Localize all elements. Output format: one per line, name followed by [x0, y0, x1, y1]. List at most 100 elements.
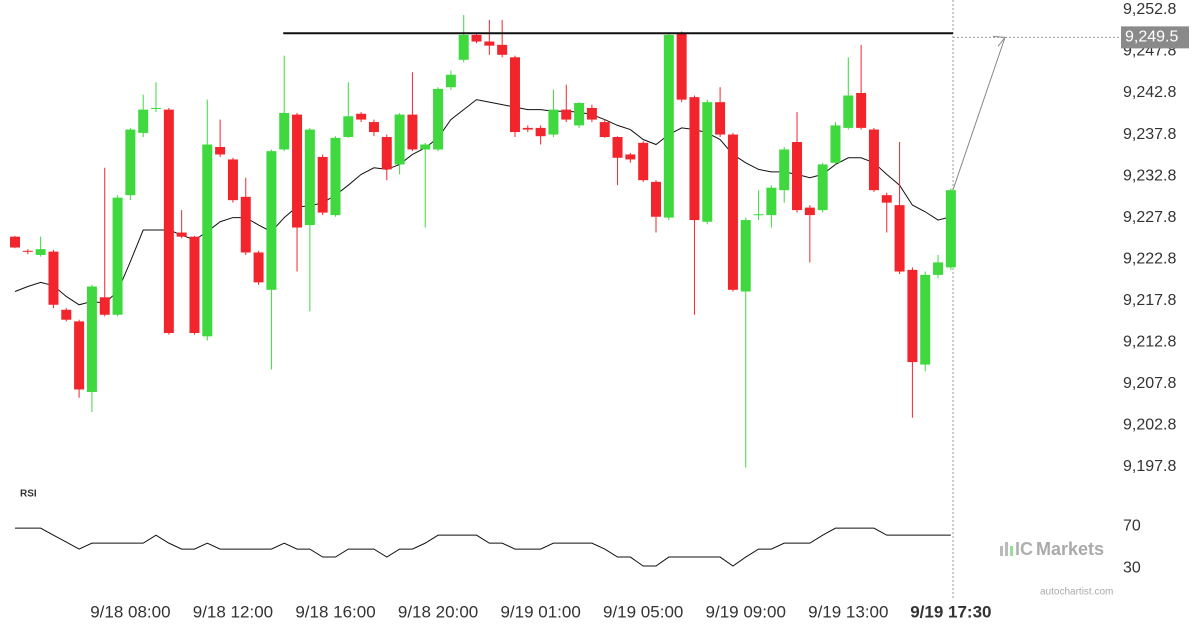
candle-body	[740, 220, 751, 292]
y-tick-label: 9,242.8	[1123, 84, 1176, 101]
candle-body	[151, 107, 162, 109]
x-tick-label: 9/19 01:00	[500, 602, 580, 621]
candle-body	[138, 109, 149, 133]
x-tick-label: 9/19 13:00	[808, 602, 888, 621]
candle-body	[420, 144, 431, 150]
logo: IC Markets	[1000, 539, 1104, 559]
y-tick-label: 70	[1123, 517, 1141, 534]
candle-body	[586, 107, 597, 120]
logo-name: Markets	[1036, 539, 1104, 559]
rsi-title: RSI	[20, 489, 37, 500]
forecast-arrowhead	[992, 35, 1006, 47]
candle-body	[638, 142, 649, 181]
y-tick-label: 9,222.8	[1123, 250, 1176, 267]
candle-body	[522, 127, 533, 130]
logo-bar	[1005, 542, 1008, 556]
candle-body	[189, 236, 200, 334]
candle-body	[381, 137, 392, 170]
y-tick-label: 9,212.8	[1123, 333, 1176, 350]
source: autochartist.com	[1040, 587, 1113, 598]
candle-body	[804, 207, 815, 216]
candle-body	[945, 190, 956, 268]
candle-body	[22, 250, 33, 252]
candle-body	[61, 309, 72, 320]
candle-body	[433, 88, 444, 150]
candle-body	[240, 196, 251, 253]
y-tick-label: 9,227.8	[1123, 209, 1176, 226]
candle-body	[920, 274, 931, 365]
candle-body	[933, 262, 944, 275]
candle-body	[881, 195, 892, 203]
candle-body	[509, 57, 520, 133]
candle-body	[651, 181, 661, 217]
candle-body	[10, 236, 20, 248]
x-tick-label: 9/18 08:00	[90, 602, 170, 621]
candle-body	[163, 109, 174, 334]
candle-body	[458, 34, 469, 60]
candle-body	[792, 142, 803, 211]
candle-body	[445, 74, 456, 88]
candle-body	[253, 252, 264, 283]
candle-body	[215, 146, 226, 155]
candle-body	[227, 159, 238, 201]
logo-bar	[1010, 546, 1013, 556]
candle-body	[304, 129, 315, 226]
candle-body	[99, 297, 110, 315]
candle-body	[394, 114, 405, 165]
candle-body	[356, 113, 367, 120]
candle-body	[894, 205, 905, 272]
candle-body	[599, 122, 610, 138]
candle-body	[48, 251, 59, 305]
candle-body	[779, 149, 790, 191]
moving-average	[14, 99, 951, 306]
candle-body	[330, 137, 341, 216]
candle-body	[663, 34, 674, 218]
candle-body	[535, 127, 546, 137]
candle-body	[689, 97, 700, 221]
candle-body	[407, 114, 418, 150]
y-tick-label: 9,237.8	[1123, 126, 1176, 143]
candle-body	[830, 125, 841, 163]
candle-body	[843, 95, 854, 128]
candle-body	[574, 102, 585, 126]
x-tick-label: 9/19 09:00	[706, 602, 786, 621]
x-tick-label: 9/19 05:00	[603, 602, 683, 621]
x-tick-label: 9/18 20:00	[398, 602, 478, 621]
candle-body	[856, 93, 867, 128]
candle-body	[266, 151, 277, 290]
candle-body	[202, 144, 213, 337]
y-tick-label: 9,197.8	[1123, 458, 1176, 475]
candle-body	[497, 44, 508, 55]
candle-body	[279, 112, 290, 150]
target-label-box	[1121, 26, 1189, 49]
x-tick-label: 9/18 16:00	[295, 602, 375, 621]
candle-body	[727, 134, 738, 290]
rsi-line	[15, 527, 951, 567]
candle-body	[766, 187, 777, 216]
forecast-arrow	[952, 37, 1006, 191]
candle-body	[125, 129, 136, 196]
candle-body	[561, 109, 572, 120]
candle-body	[35, 249, 46, 255]
y-tick-label: 9,217.8	[1123, 292, 1176, 309]
x-tick-label: 9/18 12:00	[193, 602, 273, 621]
logo-bar	[1000, 546, 1003, 556]
candle-body	[317, 156, 328, 213]
logo-prefix: IC	[1015, 539, 1033, 559]
candle-body	[625, 154, 636, 160]
candle-body	[817, 164, 828, 211]
candle-body	[702, 102, 713, 222]
candle-body	[112, 197, 123, 315]
candle-body	[484, 41, 495, 46]
candle-body	[176, 232, 187, 237]
candle-body	[74, 321, 85, 390]
candle-body	[868, 129, 879, 191]
y-tick-label: 9,232.8	[1123, 167, 1176, 184]
y-tick-label: 30	[1123, 559, 1141, 576]
candle-body	[471, 34, 482, 42]
y-tick-label: 9,252.8	[1123, 1, 1176, 18]
y-tick-label: 9,202.8	[1123, 416, 1176, 433]
candle-body	[548, 109, 559, 135]
candle-body	[292, 114, 303, 228]
